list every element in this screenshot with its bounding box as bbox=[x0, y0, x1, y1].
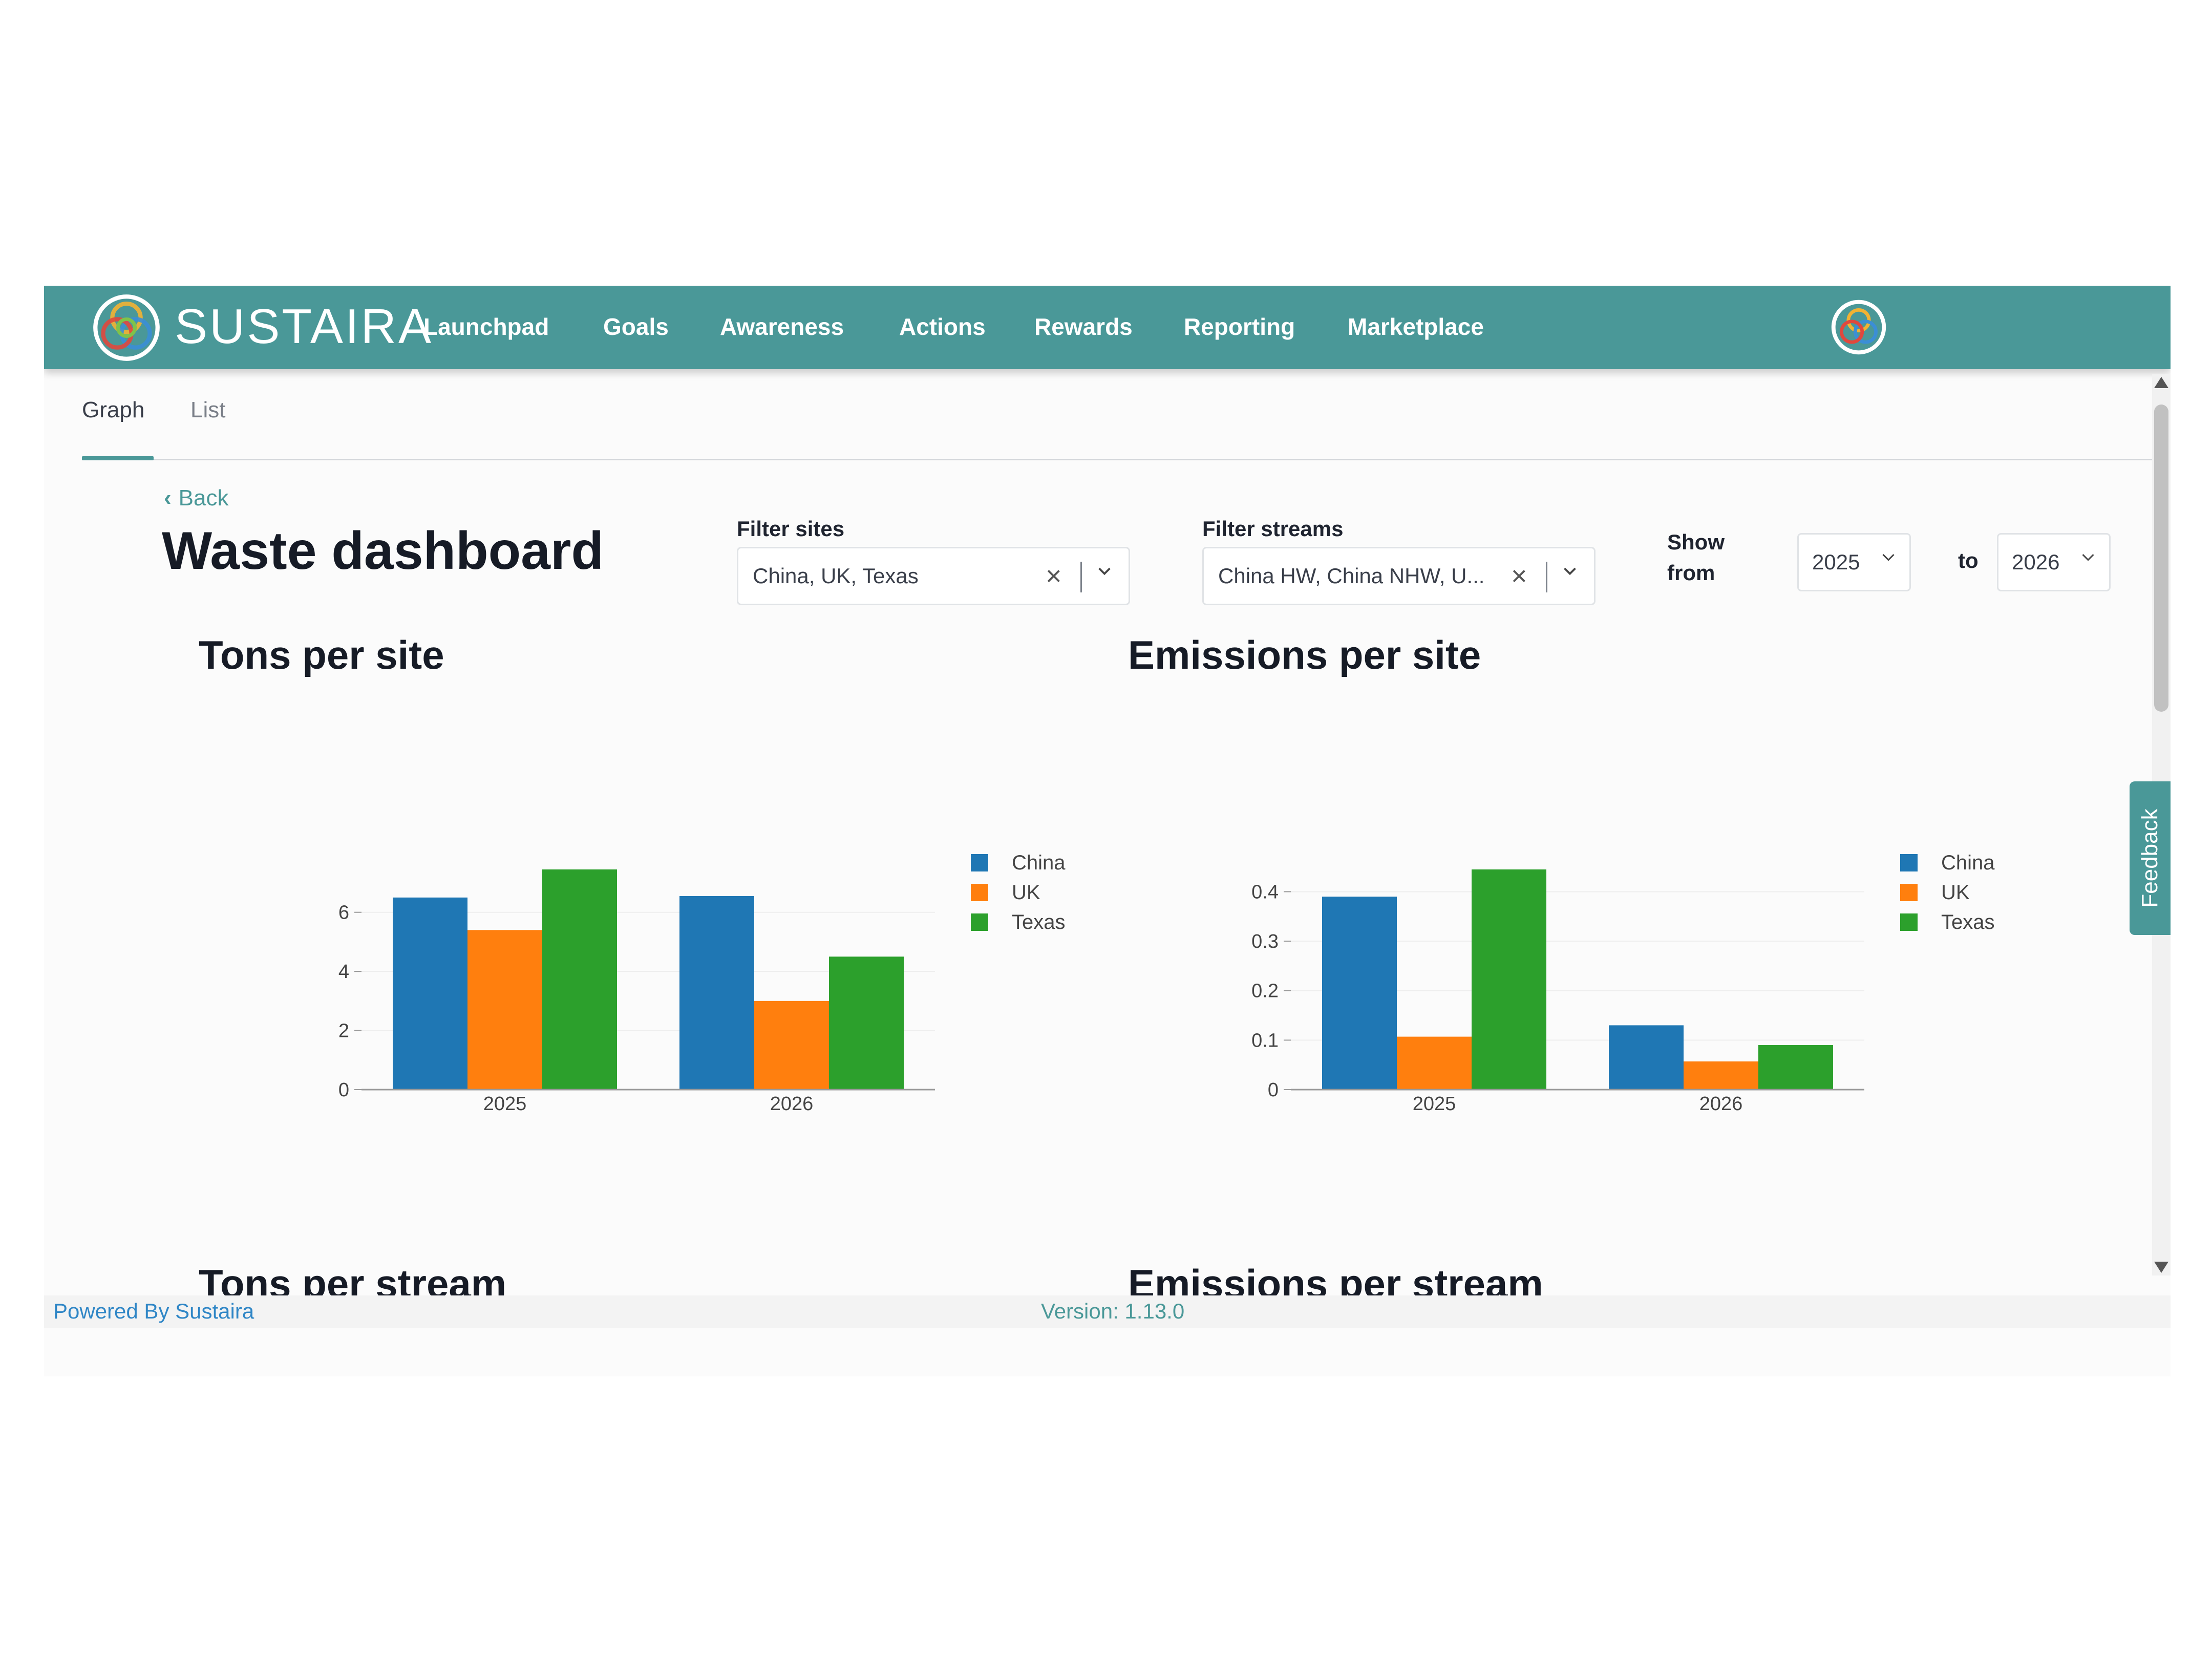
nav-marketplace[interactable]: Marketplace bbox=[1348, 313, 1484, 340]
from-label: from bbox=[1667, 561, 1715, 585]
feedback-label: Feedback bbox=[2137, 809, 2162, 908]
x-tick-label: 2026 bbox=[1699, 1093, 1743, 1115]
y-tick-label: 0 bbox=[1268, 1079, 1279, 1101]
legend-label-china[interactable]: China bbox=[1012, 852, 1066, 874]
filter-streams-label: Filter streams bbox=[1202, 517, 1344, 541]
filter-streams-value: China HW, China NHW, U... bbox=[1218, 564, 1485, 588]
nav-goals[interactable]: Goals bbox=[603, 313, 669, 340]
scroll-down-arrow-icon[interactable] bbox=[2154, 1262, 2168, 1273]
tab-graph[interactable]: Graph bbox=[82, 397, 145, 422]
y-tick-label: 4 bbox=[338, 961, 349, 983]
bar-uk-2025[interactable] bbox=[1397, 1036, 1472, 1090]
bar-uk-2026[interactable] bbox=[754, 1001, 829, 1090]
scrollbar-thumb[interactable] bbox=[2154, 405, 2168, 712]
emissions-per-site-chart: 0 0.1 0.2 0.3 0.4 2025 2026 China UK Texas bbox=[1251, 852, 1995, 1115]
feedback-button[interactable]: Feedback bbox=[2130, 781, 2171, 935]
y-tick-label: 2 bbox=[338, 1020, 349, 1042]
page-title: Waste dashboard bbox=[162, 521, 604, 581]
bar-texas-2025[interactable] bbox=[542, 869, 617, 1090]
brand-name[interactable]: SUSTAIRA bbox=[175, 299, 433, 354]
back-label: Back bbox=[178, 485, 229, 511]
app-window: SUSTAIRA Launchpad Goals Awareness Actio… bbox=[44, 286, 2171, 1376]
tab-divider bbox=[82, 459, 2156, 460]
legend-label-uk[interactable]: UK bbox=[1012, 881, 1040, 904]
chevron-left-icon: ‹ bbox=[164, 485, 172, 511]
bar-china-2025[interactable] bbox=[1322, 897, 1397, 1090]
show-label: Show bbox=[1667, 530, 1725, 554]
filter-sites-label: Filter sites bbox=[737, 517, 845, 541]
bar-texas-2025[interactable] bbox=[1472, 869, 1546, 1090]
scroll-up-arrow-icon[interactable] bbox=[2154, 377, 2168, 388]
select-separator bbox=[1546, 562, 1547, 592]
from-year-value: 2025 bbox=[1812, 550, 1860, 574]
chevron-down-icon[interactable] bbox=[2080, 550, 2096, 565]
bar-china-2026[interactable] bbox=[679, 896, 754, 1090]
emissions-per-site-title: Emissions per site bbox=[1128, 632, 1481, 677]
powered-by-link[interactable]: Powered By Sustaira bbox=[53, 1299, 254, 1323]
filter-sites-value: China, UK, Texas bbox=[753, 564, 919, 588]
filter-sites-select[interactable]: China, UK, Texas × bbox=[737, 547, 1130, 605]
bar-texas-2026[interactable] bbox=[829, 956, 904, 1090]
nav-reporting[interactable]: Reporting bbox=[1184, 313, 1295, 340]
clear-sites-icon[interactable]: × bbox=[1046, 561, 1062, 591]
select-separator bbox=[1080, 562, 1082, 592]
tons-per-site-chart: 0 2 4 6 2025 2026 China UK Texas bbox=[338, 852, 1066, 1115]
nav-awareness[interactable]: Awareness bbox=[720, 313, 844, 340]
active-tab-indicator bbox=[82, 456, 154, 460]
chevron-down-icon[interactable] bbox=[1881, 550, 1896, 565]
filter-streams-select[interactable]: China HW, China NHW, U... × bbox=[1202, 547, 1596, 605]
tons-per-site-title: Tons per site bbox=[199, 632, 444, 677]
bar-china-2025[interactable] bbox=[393, 897, 467, 1090]
nav-actions[interactable]: Actions bbox=[899, 313, 986, 340]
bar-china-2026[interactable] bbox=[1609, 1025, 1684, 1090]
legend-label-texas[interactable]: Texas bbox=[1012, 911, 1066, 933]
x-tick-label: 2025 bbox=[483, 1093, 527, 1115]
y-tick-label: 0.2 bbox=[1251, 981, 1279, 1002]
legend-swatch-china[interactable] bbox=[1900, 854, 1918, 871]
legend-swatch-china[interactable] bbox=[971, 854, 988, 871]
sustaira-logo-icon[interactable] bbox=[91, 292, 162, 363]
nav-rewards[interactable]: Rewards bbox=[1034, 313, 1133, 340]
to-year-select[interactable]: 2026 bbox=[1997, 533, 2111, 591]
y-tick-label: 0.3 bbox=[1251, 931, 1279, 952]
x-tick-label: 2026 bbox=[770, 1093, 814, 1115]
nav-launchpad[interactable]: Launchpad bbox=[423, 313, 549, 340]
version-text: Version: 1.13.0 bbox=[1041, 1299, 1185, 1323]
legend-swatch-uk[interactable] bbox=[971, 884, 988, 901]
back-link[interactable]: ‹ Back bbox=[164, 485, 228, 511]
tab-list[interactable]: List bbox=[190, 397, 226, 422]
y-tick-label: 0.4 bbox=[1251, 881, 1279, 903]
to-year-value: 2026 bbox=[2012, 550, 2060, 574]
footer: Powered By Sustaira Version: 1.13.0 bbox=[44, 1295, 2171, 1328]
legend-swatch-texas[interactable] bbox=[1900, 913, 1918, 931]
legend-label-china[interactable]: China bbox=[1941, 852, 1995, 874]
legend-label-texas[interactable]: Texas bbox=[1941, 911, 1995, 933]
chevron-down-icon[interactable] bbox=[1562, 564, 1578, 579]
y-tick-label: 6 bbox=[338, 902, 349, 924]
chevron-down-icon[interactable] bbox=[1097, 564, 1112, 579]
y-tick-label: 0 bbox=[338, 1079, 349, 1101]
to-label: to bbox=[1958, 548, 1979, 572]
profile-avatar-icon[interactable] bbox=[1830, 299, 1887, 356]
legend-label-uk[interactable]: UK bbox=[1941, 881, 1970, 904]
from-year-select[interactable]: 2025 bbox=[1797, 533, 1911, 591]
bar-texas-2026[interactable] bbox=[1758, 1045, 1833, 1090]
legend-swatch-texas[interactable] bbox=[971, 913, 988, 931]
top-navigation-bar: SUSTAIRA Launchpad Goals Awareness Actio… bbox=[44, 286, 2171, 369]
bar-uk-2025[interactable] bbox=[467, 930, 542, 1090]
clear-streams-icon[interactable]: × bbox=[1511, 561, 1527, 591]
bar-uk-2026[interactable] bbox=[1684, 1061, 1758, 1090]
y-tick-label: 0.1 bbox=[1251, 1030, 1279, 1051]
legend-swatch-uk[interactable] bbox=[1900, 884, 1918, 901]
x-tick-label: 2025 bbox=[1413, 1093, 1456, 1115]
